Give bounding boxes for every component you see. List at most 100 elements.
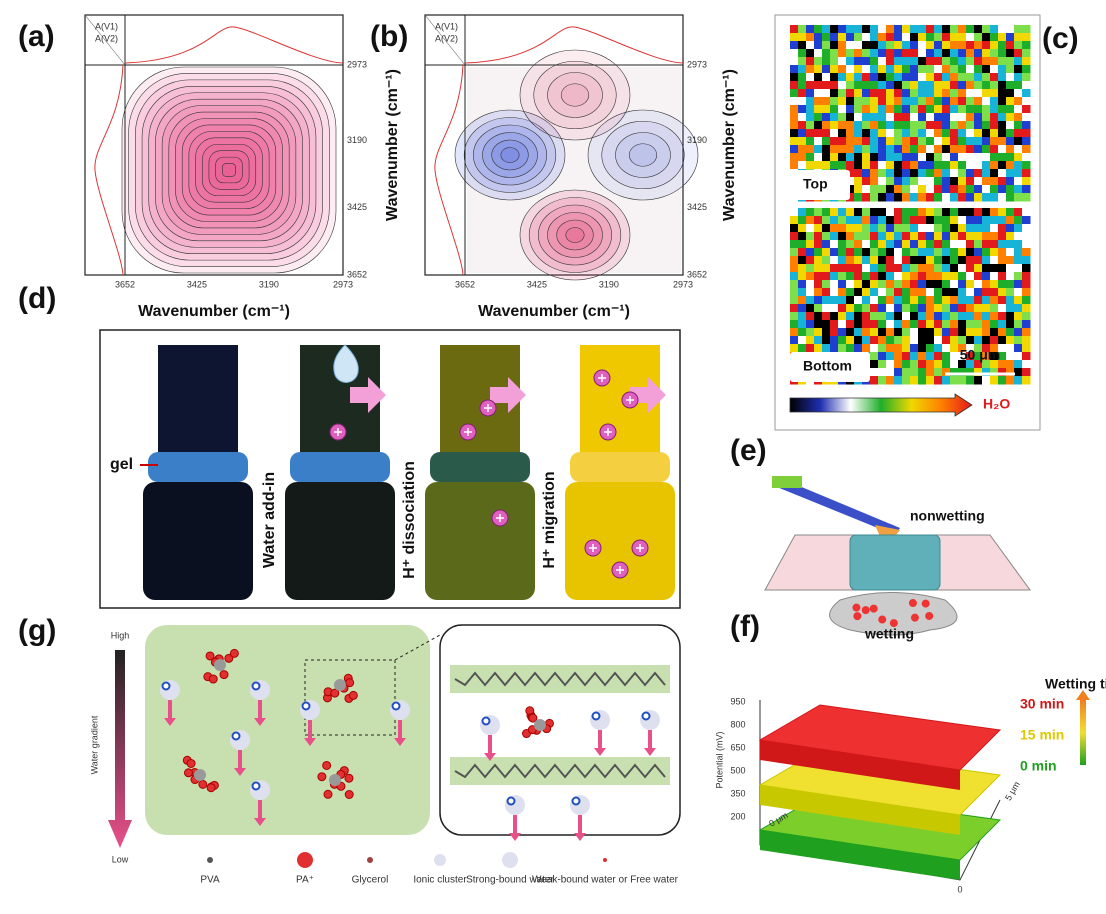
pixel <box>846 49 855 58</box>
pixel <box>982 312 991 321</box>
pixel <box>878 272 887 281</box>
pixel <box>950 368 959 377</box>
water-drop <box>925 611 934 620</box>
pixel <box>926 296 935 305</box>
pixel <box>974 312 983 321</box>
pixel <box>902 344 911 353</box>
pixel <box>814 33 823 42</box>
x-tick-label: 3190 <box>599 279 619 289</box>
pixel <box>942 169 951 178</box>
matrix <box>145 625 430 835</box>
pixel <box>894 272 903 281</box>
pixel <box>854 33 863 42</box>
pixel <box>990 89 999 98</box>
pixel <box>910 193 919 202</box>
pixel <box>862 169 871 178</box>
bottle-neck <box>158 345 238 455</box>
pixel <box>990 161 999 170</box>
pixel <box>1022 73 1031 82</box>
pixel <box>830 320 839 329</box>
pixel <box>870 368 879 377</box>
legend-bar <box>1080 700 1086 765</box>
pixel <box>966 129 975 138</box>
pixel <box>942 368 951 377</box>
pixel <box>982 368 991 377</box>
pixel <box>830 344 839 353</box>
pixel <box>862 264 871 273</box>
pixel <box>846 129 855 138</box>
pixel <box>870 57 879 66</box>
pixel <box>830 296 839 305</box>
pixel <box>798 328 807 337</box>
pixel <box>966 264 975 273</box>
pixel <box>814 57 823 66</box>
contour <box>188 131 270 209</box>
pixel <box>822 97 831 106</box>
pixel <box>966 208 975 217</box>
pa-atom <box>330 688 340 698</box>
pixel <box>1022 312 1031 321</box>
trace <box>94 64 124 276</box>
pixel <box>894 288 903 297</box>
pixel <box>886 352 895 361</box>
pixel <box>998 57 1007 66</box>
pixel <box>1006 129 1015 138</box>
pixel <box>926 312 935 321</box>
pixel <box>806 296 815 305</box>
pixel <box>1022 33 1031 42</box>
water-arrow <box>254 700 266 726</box>
pixel <box>910 232 919 241</box>
pixel <box>894 240 903 249</box>
pixel <box>886 312 895 321</box>
pixel <box>974 49 983 58</box>
z-axis-label: Potential (mV) <box>714 731 724 788</box>
pixel <box>910 216 919 225</box>
pixel <box>838 320 847 329</box>
pixel <box>798 33 807 42</box>
pixel <box>846 312 855 321</box>
pixel <box>918 328 927 337</box>
contour <box>560 83 590 107</box>
pixel <box>910 169 919 178</box>
pixel <box>958 97 967 106</box>
pixel <box>990 25 999 34</box>
pixel <box>990 336 999 345</box>
water-arrow <box>164 700 176 726</box>
pixel <box>1014 256 1023 265</box>
proton-sign <box>589 544 597 552</box>
pixel <box>942 240 951 249</box>
legend-item: 30 min <box>1020 696 1064 712</box>
pixel <box>846 137 855 146</box>
pixel <box>830 73 839 82</box>
pixel <box>846 248 855 257</box>
pixel <box>878 368 887 377</box>
pixel <box>846 240 855 249</box>
pixel <box>958 328 967 337</box>
pixel <box>846 89 855 98</box>
pixel <box>846 97 855 106</box>
pixel <box>862 121 871 130</box>
pixel <box>926 129 935 138</box>
pixel <box>894 81 903 90</box>
pixel <box>846 264 855 273</box>
pixel <box>934 193 943 202</box>
cantilever <box>772 478 900 535</box>
pixel <box>998 272 1007 281</box>
pixel <box>886 232 895 241</box>
pixel <box>790 248 799 257</box>
trace-label: A(V1) <box>435 21 458 31</box>
pixel <box>902 57 911 66</box>
pixel <box>990 224 999 233</box>
pixel <box>950 97 959 106</box>
pixel <box>806 320 815 329</box>
pixel <box>974 57 983 66</box>
pixel <box>918 113 927 122</box>
pixel <box>918 240 927 249</box>
pixel <box>870 296 879 305</box>
pixel <box>806 312 815 321</box>
pixel <box>902 368 911 377</box>
pixel <box>918 89 927 98</box>
pixel <box>822 344 831 353</box>
pixel <box>902 97 911 106</box>
pixel <box>870 185 879 194</box>
